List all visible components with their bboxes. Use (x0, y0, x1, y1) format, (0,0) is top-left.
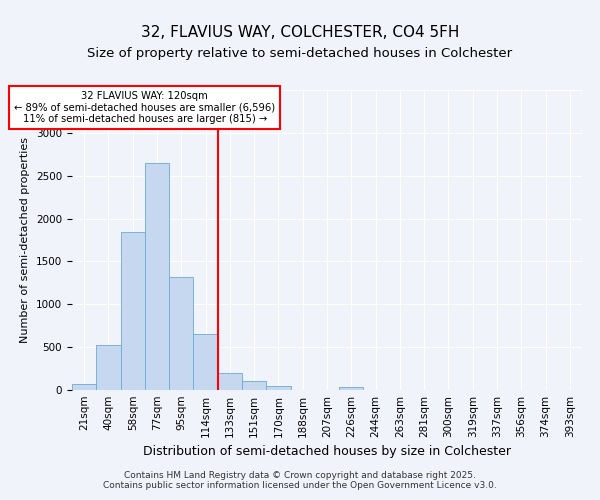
Text: Size of property relative to semi-detached houses in Colchester: Size of property relative to semi-detach… (88, 48, 512, 60)
Text: 32 FLAVIUS WAY: 120sqm
← 89% of semi-detached houses are smaller (6,596)
11% of : 32 FLAVIUS WAY: 120sqm ← 89% of semi-det… (14, 90, 275, 124)
Bar (169, 277, 193, 390)
Bar (266, 386, 290, 390)
Bar (339, 388, 364, 390)
Bar (72, 384, 96, 390)
Text: 32, FLAVIUS WAY, COLCHESTER, CO4 5FH: 32, FLAVIUS WAY, COLCHESTER, CO4 5FH (141, 25, 459, 40)
Bar (242, 382, 266, 390)
Bar (193, 334, 218, 390)
Text: Contains HM Land Registry data © Crown copyright and database right 2025.
Contai: Contains HM Land Registry data © Crown c… (103, 470, 497, 490)
X-axis label: Distribution of semi-detached houses by size in Colchester: Distribution of semi-detached houses by … (143, 446, 511, 458)
Bar (121, 232, 145, 390)
Bar (96, 344, 121, 390)
Y-axis label: Number of semi-detached properties: Number of semi-detached properties (20, 137, 31, 343)
Bar (145, 163, 169, 390)
Bar (218, 373, 242, 390)
